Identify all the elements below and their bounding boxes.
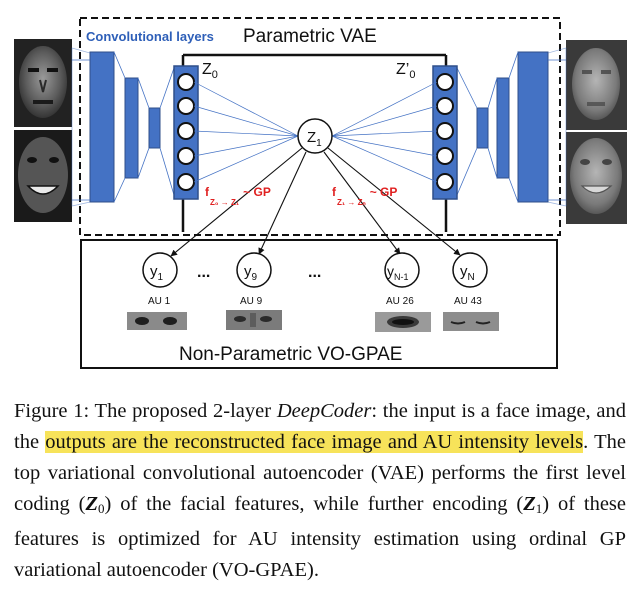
z0p-label: Z’0 bbox=[396, 61, 415, 81]
svg-text:y1: y1 bbox=[150, 263, 164, 283]
caption-z1: Z1 bbox=[523, 493, 543, 516]
gpae-box bbox=[80, 239, 558, 369]
output-arrows bbox=[170, 147, 461, 257]
au-crop-eyes-closed bbox=[443, 312, 499, 331]
au-crop-eyes-open bbox=[127, 312, 187, 330]
au-label: AU 1 bbox=[148, 296, 171, 307]
latent-fan-lines bbox=[193, 81, 438, 183]
caption-z0: Z0 bbox=[85, 493, 105, 516]
vae-title: Parametric VAE bbox=[243, 26, 377, 47]
z0-node-column bbox=[173, 65, 199, 200]
ellipsis-1: ... bbox=[197, 264, 210, 281]
gp-right-label: fZ₁ → Zₙ~ GP bbox=[332, 185, 397, 207]
caption-highlight: outputs are the reconstructed face image… bbox=[45, 431, 584, 453]
input-face-2 bbox=[14, 130, 72, 222]
svg-text:yN-1: yN-1 bbox=[387, 263, 409, 282]
input-face-1 bbox=[14, 39, 72, 127]
caption-text: : the input is a face image, and the bbox=[14, 400, 627, 453]
figure-caption: Figure 1: The proposed 2-layer DeepCoder… bbox=[14, 396, 626, 586]
input-connections bbox=[72, 59, 566, 201]
au-label: AU 9 bbox=[240, 296, 263, 307]
output-node-yn-1: yN-1 AU 26 bbox=[384, 252, 420, 307]
output-node-y1: y1 AU 1 bbox=[142, 252, 178, 307]
output-node-yn: yN AU 43 bbox=[452, 252, 488, 307]
caption-model-name: DeepCoder bbox=[276, 400, 372, 422]
conv-layers-label: Convolutional layers bbox=[86, 29, 214, 44]
caption-text: Figure 1: The proposed 2-layer bbox=[14, 400, 277, 422]
output-node-y9: y9 AU 9 bbox=[236, 252, 272, 307]
svg-text:yN: yN bbox=[460, 263, 475, 283]
encoder-conv-layers bbox=[71, 47, 175, 207]
caption-text: ) of the facial features, while further … bbox=[104, 493, 524, 515]
z0p-node-column bbox=[432, 65, 458, 200]
z1-label: Z1 bbox=[307, 129, 322, 149]
ellipsis-2: ... bbox=[308, 264, 321, 281]
svg-text:y9: y9 bbox=[244, 263, 258, 283]
au-crop-jaw-drop bbox=[375, 312, 431, 332]
caption-text: . The top variational convolutional auto… bbox=[14, 431, 626, 515]
au-label: AU 43 bbox=[454, 296, 482, 307]
reconstructed-face-2 bbox=[566, 132, 627, 224]
gp-left-label: fZ₀ → Z₁~ GP bbox=[205, 185, 271, 207]
decoder-conv-layers bbox=[456, 47, 567, 207]
au-label: AU 26 bbox=[386, 296, 414, 307]
au-crop-nose-wrinkle bbox=[226, 310, 282, 330]
z1-node bbox=[297, 118, 333, 154]
gpae-title: Non-Parametric VO-GPAE bbox=[179, 344, 402, 365]
caption-text: ) of these features is optimized for AU … bbox=[14, 493, 627, 581]
reconstructed-face-1 bbox=[566, 40, 627, 130]
deepcoder-diagram: Z1 Convolutional layers Parametric VAE Z… bbox=[14, 17, 627, 369]
z0-label: Z0 bbox=[202, 61, 218, 81]
vae-dashed-box bbox=[79, 17, 561, 236]
